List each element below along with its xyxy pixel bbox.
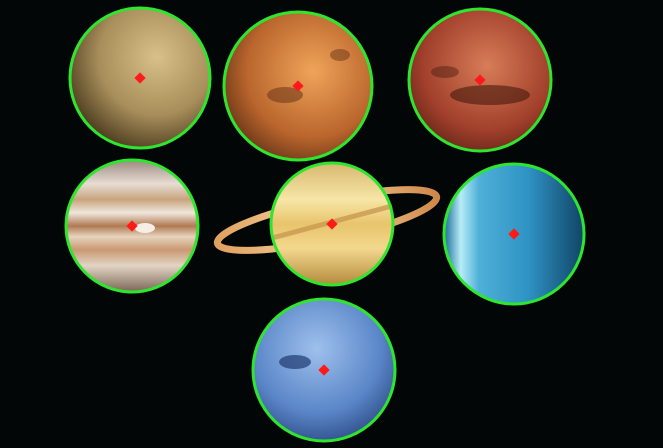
planet-mercury — [68, 6, 212, 150]
detection-outline — [64, 158, 200, 294]
center-marker — [508, 228, 520, 240]
planet-venus — [222, 10, 374, 162]
detection-outline — [68, 6, 212, 150]
detection-outline — [442, 162, 586, 306]
detection-outline — [251, 297, 397, 443]
planet-jupiter — [64, 158, 200, 294]
planet-neptune — [251, 297, 397, 443]
planet-mars — [407, 7, 553, 153]
planet-uranus — [442, 162, 586, 306]
detection-outline — [269, 161, 395, 287]
center-marker — [326, 218, 338, 230]
detection-outline — [222, 10, 374, 162]
planet-saturn — [213, 161, 441, 287]
detection-outline — [407, 7, 553, 153]
center-marker — [318, 364, 330, 376]
